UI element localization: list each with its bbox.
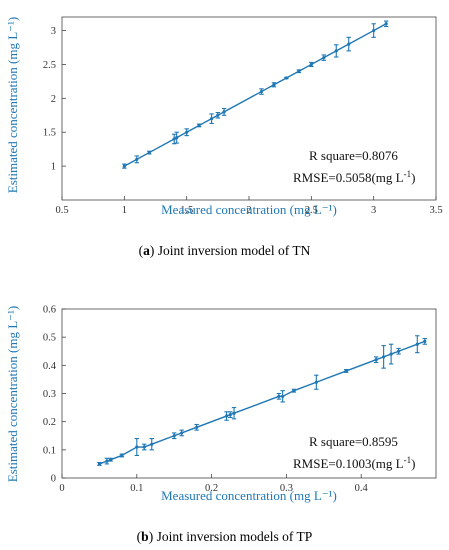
chart-tn-xtick-label: 2.5 [305, 205, 318, 216]
chart-tn-ytick-label: 1.5 [43, 128, 56, 139]
chart-tn-data-point [222, 110, 226, 114]
chart-tp-data-point [344, 369, 348, 373]
chart-tp-xtick-label: 0.2 [205, 483, 218, 494]
chart-tn-data-point [284, 76, 288, 80]
chart-tp-data-point [415, 342, 419, 346]
chart-tn-data-point [216, 113, 220, 117]
chart-tn-data-point [322, 56, 326, 60]
chart-tp-data-point [314, 380, 318, 384]
caption-a-text: Joint inversion model of TN [154, 243, 311, 258]
chart-tp-ytick-label: 0.1 [43, 445, 56, 456]
chart-tp-xlabel: Measured concentration (mg L⁻¹) [161, 488, 337, 503]
chart-tn-xtick-label: 3 [371, 205, 376, 216]
chart-tp-ytick-label: 0.5 [43, 333, 56, 344]
chart-tn: 0.5 1 1.5 2 2.5 3 3.5 1 1.5 2 2.5 3 Measured concen… [5, 16, 443, 217]
chart-tn-data-point [175, 136, 179, 140]
chart-tp-data-point [224, 414, 229, 418]
chart-tn-xtick-label: 3.5 [429, 205, 442, 216]
caption-b-text: Joint inversion models of TP [153, 529, 313, 544]
chart-tn-data-point [210, 117, 214, 121]
chart-tn-ytick-label: 2 [51, 94, 56, 105]
chart-tn-xtick-label: 1 [122, 205, 127, 216]
chart-tp-xtick-label: 0.1 [130, 483, 143, 494]
chart-tn-data-point [185, 130, 189, 134]
chart-tp-rmse: RMSE=0.1003(mg L-1) [293, 455, 415, 471]
chart-tn-r-square: R square=0.8076 [309, 148, 398, 163]
chart-tp-data-point [277, 394, 281, 398]
chart-tn-data-point [297, 69, 301, 73]
chart-tp-xtick-label: 0 [59, 483, 64, 494]
chart-tp-axes-frame [61, 308, 437, 479]
chart-tp-ylabel: Estimated concentration (mg L⁻¹) [5, 306, 20, 482]
chart-tp-data-point [195, 425, 199, 429]
chart-tp-data-point [109, 458, 113, 462]
chart-tp-data-point [150, 442, 154, 446]
chart-tp-data-point [397, 349, 401, 353]
chart-tp-data-point [423, 339, 427, 343]
chart-tn-ylabel: Estimated concentration (mg L⁻¹) [5, 17, 20, 193]
chart-tp-ytick-label: 0 [51, 474, 56, 485]
chart-tp-xtick-label: 0.4 [355, 483, 369, 494]
chart-tp-data-point [292, 389, 296, 393]
chart-tp-data-point [142, 445, 146, 449]
caption-a-letter: a [143, 243, 150, 258]
chart-tn-ytick-label: 3 [51, 26, 56, 37]
chart-tn-data-point [309, 62, 313, 67]
chart-tn-data-point [172, 137, 176, 141]
chart-tp-data-point [281, 394, 285, 398]
chart-tp-ytick-label: 0.3 [43, 389, 56, 400]
chart-tn-ytick-label: 1 [51, 162, 56, 173]
chart-tn-ytick-label: 2.5 [43, 60, 56, 71]
chart-tp-data-point [228, 413, 232, 417]
chart-tp-r-square: R square=0.8595 [309, 434, 398, 449]
chart-tn-data-point [135, 157, 139, 161]
caption-b-letter: b [141, 529, 149, 544]
chart-tn-data-point [372, 28, 376, 33]
caption-a: (a) Joint inversion model of TN [138, 243, 311, 258]
chart-tp-data-point [135, 445, 139, 449]
chart-tn-data-point [259, 89, 264, 94]
chart-tp-ytick-label: 0.2 [43, 417, 56, 428]
chart-tn-data-point [197, 123, 201, 128]
chart-tn-rmse: RMSE=0.5058(mg L-1) [293, 169, 415, 185]
chart-tp-data-point [382, 355, 386, 359]
chart-tn-data-point [122, 164, 126, 168]
chart-tp-ytick-label: 0.6 [43, 305, 56, 316]
caption-b: (b) Joint inversion models of TP [136, 529, 313, 544]
chart-tn-data-point [334, 49, 338, 53]
chart-tn-xlabel: Measured concentration (mg L⁻¹) [161, 202, 337, 217]
chart-tp-data-point [172, 434, 176, 438]
chart-tp-plot-area: 0 0.1 0.2 0.3 0.4 0 0.1 0.2 0.3 0.4 0.5 0.6 [43, 305, 437, 494]
chart-tp: 0 0.1 0.2 0.3 0.4 0 0.1 0.2 0.3 0.4 0.5 0.6 Measure… [5, 305, 437, 503]
chart-tp-data-point [389, 352, 393, 356]
chart-tp-xtick-label: 0.3 [280, 483, 293, 494]
chart-tn-xtick-label: 2 [246, 205, 251, 216]
chart-tn-series-line [123, 23, 387, 167]
chart-tn-data-point [272, 83, 276, 87]
chart-tn-data-point [384, 22, 388, 26]
chart-tp-data-point [180, 431, 184, 435]
chart-tp-data-point [105, 459, 109, 463]
chart-tn-xtick-label: 0.5 [55, 205, 68, 216]
chart-tp-data-point [120, 453, 124, 458]
chart-tn-data-point [147, 150, 151, 155]
chart-tp-data-point [232, 411, 236, 415]
chart-tn-data-point [347, 42, 351, 46]
chart-tn-plot-area: 0.5 1 1.5 2 2.5 3 3.5 1 1.5 2 2.5 3 [43, 16, 443, 216]
chart-tp-ytick-label: 0.4 [43, 361, 57, 372]
chart-tp-data-point [374, 358, 378, 362]
chart-tp-data-point [97, 462, 101, 466]
chart-tn-xtick-label: 1.5 [180, 205, 193, 216]
